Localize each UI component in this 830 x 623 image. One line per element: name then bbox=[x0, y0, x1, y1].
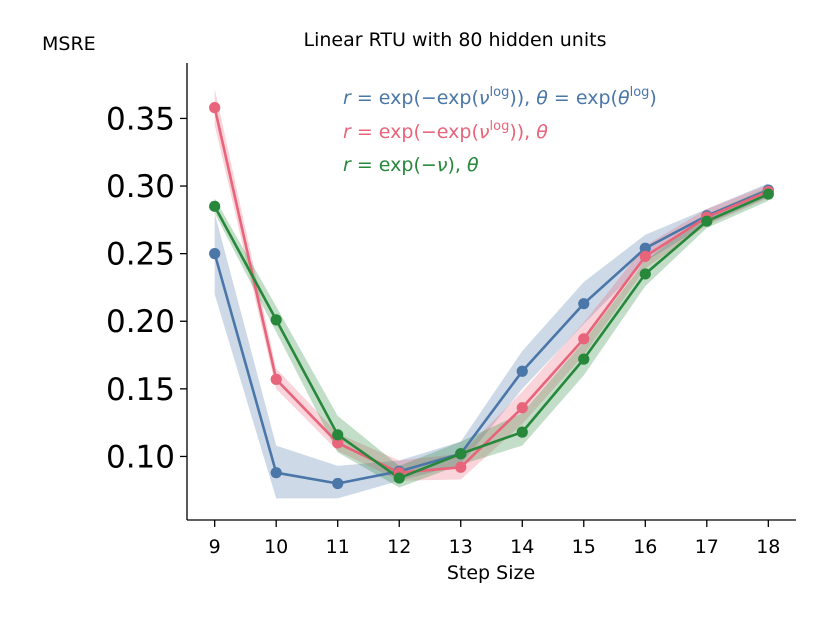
series-2-point bbox=[332, 437, 344, 449]
series-lines bbox=[213, 107, 769, 485]
y-tick-label: 0.15 bbox=[106, 372, 175, 408]
legend-1-e: )), bbox=[509, 87, 536, 109]
x-tick-label: 16 bbox=[633, 536, 657, 558]
series-1-point bbox=[639, 242, 651, 254]
legend-1-a: r bbox=[343, 87, 352, 109]
series-1-point bbox=[209, 248, 221, 260]
y-tick-label: 0.30 bbox=[106, 169, 175, 205]
series-2-point bbox=[639, 250, 651, 262]
legend-1-i: log bbox=[630, 85, 650, 100]
y-axis-label: MSRE bbox=[42, 33, 96, 55]
x-tick-label: 9 bbox=[209, 536, 221, 558]
legend: r = exp(−exp(νlog)), θ = exp(θlog) r = e… bbox=[343, 85, 657, 176]
x-tick-label: 10 bbox=[264, 536, 288, 558]
series-3-point bbox=[701, 215, 713, 227]
x-ticks: 9 10 11 12 13 14 15 16 17 18 bbox=[209, 520, 780, 558]
series-3-point bbox=[209, 200, 221, 212]
series-2-point bbox=[270, 373, 282, 385]
legend-1-g: = exp( bbox=[548, 87, 618, 109]
legend-item-2: r = exp(−exp(νlog)), θ bbox=[343, 119, 548, 143]
series-points bbox=[209, 102, 774, 490]
series-1-point bbox=[516, 365, 528, 377]
series-3-point bbox=[270, 314, 282, 326]
series-1-point bbox=[578, 298, 590, 310]
series-3-line bbox=[213, 192, 769, 480]
chart-title: Linear RTU with 80 hidden units bbox=[304, 29, 607, 51]
legend-1-h: θ bbox=[618, 87, 630, 109]
legend-3-f: θ bbox=[467, 154, 479, 176]
y-ticks: 0.10 0.15 0.20 0.25 0.30 0.35 bbox=[106, 101, 187, 475]
legend-2-b: = exp(−exp( bbox=[351, 121, 479, 143]
legend-3-e: ), bbox=[447, 154, 467, 176]
series-3-point bbox=[516, 426, 528, 438]
x-tick-label: 13 bbox=[449, 536, 473, 558]
series-3-point bbox=[639, 268, 651, 280]
series-2-point bbox=[209, 102, 221, 114]
series-3-point bbox=[762, 188, 774, 200]
legend-item-1: r = exp(−exp(νlog)), θ = exp(θlog) bbox=[343, 85, 657, 109]
legend-2-f: θ bbox=[536, 121, 548, 143]
legend-2-a: r bbox=[343, 121, 352, 143]
series-1-line bbox=[213, 188, 769, 485]
series-2-point bbox=[516, 402, 528, 414]
y-tick-label: 0.10 bbox=[106, 439, 175, 475]
legend-1-j: ) bbox=[649, 87, 656, 109]
legend-1-c: ν bbox=[479, 87, 490, 109]
legend-item-3: r = exp(−ν), θ bbox=[343, 154, 479, 176]
legend-1-d: log bbox=[490, 85, 510, 100]
series-3-point bbox=[332, 429, 344, 441]
series-3-point bbox=[393, 472, 405, 484]
x-tick-label: 11 bbox=[326, 536, 350, 558]
x-tick-label: 17 bbox=[695, 536, 719, 558]
legend-1-f: θ bbox=[536, 87, 548, 109]
series-1-point bbox=[270, 467, 282, 479]
x-tick-label: 18 bbox=[756, 536, 780, 558]
x-tick-label: 12 bbox=[387, 536, 411, 558]
x-tick-label: 14 bbox=[510, 536, 534, 558]
legend-3-a: r bbox=[343, 154, 352, 176]
legend-2-e: )), bbox=[509, 121, 536, 143]
y-tick-label: 0.25 bbox=[106, 237, 175, 273]
legend-3-c: ν bbox=[437, 154, 448, 176]
legend-2-d: log bbox=[490, 119, 510, 134]
x-axis-label: Step Size bbox=[447, 562, 535, 584]
series-2-point bbox=[455, 461, 467, 473]
x-tick-label: 15 bbox=[572, 536, 596, 558]
y-tick-label: 0.35 bbox=[106, 101, 175, 137]
series-3-point bbox=[578, 353, 590, 365]
legend-2-c: ν bbox=[479, 121, 490, 143]
y-tick-label: 0.20 bbox=[106, 304, 175, 340]
series-3-point bbox=[455, 448, 467, 460]
series-2-line bbox=[213, 107, 769, 474]
legend-3-b: = exp(− bbox=[351, 154, 437, 176]
legend-1-b: = exp(−exp( bbox=[351, 87, 479, 109]
series-2-point bbox=[578, 333, 590, 345]
series-1-point bbox=[332, 477, 344, 490]
